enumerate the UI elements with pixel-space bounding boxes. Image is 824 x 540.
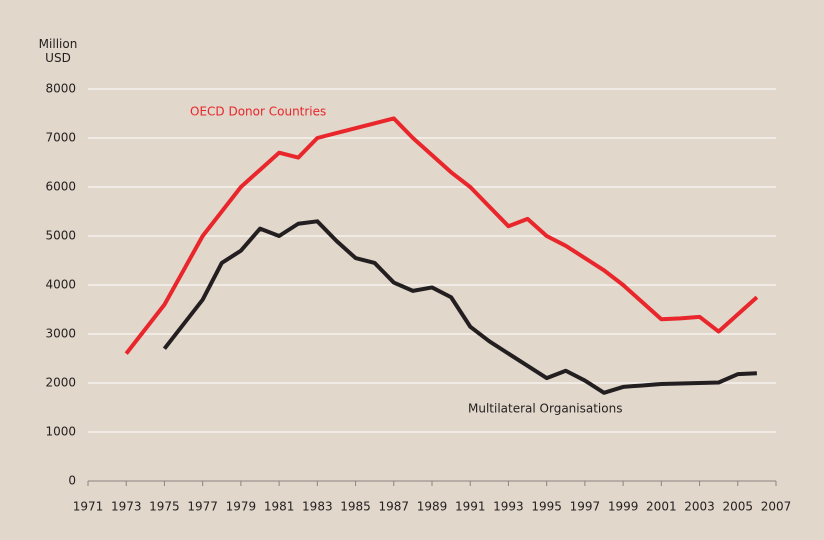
x-tick-label: 1975	[149, 500, 180, 514]
y-axis-label: Million USD	[39, 37, 78, 65]
y-tick-label: 6000	[45, 180, 76, 194]
x-tick-label: 1971	[73, 500, 104, 514]
x-tick-label: 2001	[646, 500, 677, 514]
x-tick-label: 1981	[264, 500, 295, 514]
x-tick-label: 1987	[379, 500, 410, 514]
x-tick-label: 1997	[570, 500, 601, 514]
x-tick-label: 1979	[226, 500, 257, 514]
y-tick-label: 5000	[45, 229, 76, 243]
x-tick-label: 1983	[302, 500, 333, 514]
x-tick-label: 1989	[417, 500, 448, 514]
x-tick-label: 1995	[531, 500, 562, 514]
y-tick-label: 1000	[45, 425, 76, 439]
series-label: OECD Donor Countries	[190, 105, 326, 119]
x-tick-label: 1999	[608, 500, 639, 514]
x-tick-label: 2005	[723, 500, 754, 514]
y-tick-label: 8000	[45, 82, 76, 96]
y-tick-label: 2000	[45, 376, 76, 390]
x-tick-label: 1993	[493, 500, 524, 514]
series-line	[124, 116, 759, 355]
x-tick-label: 1985	[340, 500, 371, 514]
y-tick-label: 0	[68, 474, 76, 488]
series-line	[162, 219, 757, 395]
x-tick-label: 1991	[455, 500, 486, 514]
series-label: Multilateral Organisations	[468, 402, 622, 416]
x-tick-label: 2003	[684, 500, 715, 514]
x-tick-label: 1973	[111, 500, 142, 514]
x-tick-label: 1977	[187, 500, 218, 514]
x-tick-label: 2007	[761, 500, 792, 514]
y-tick-label: 7000	[45, 131, 76, 145]
y-tick-label: 4000	[45, 278, 76, 292]
y-tick-label: 3000	[45, 327, 76, 341]
